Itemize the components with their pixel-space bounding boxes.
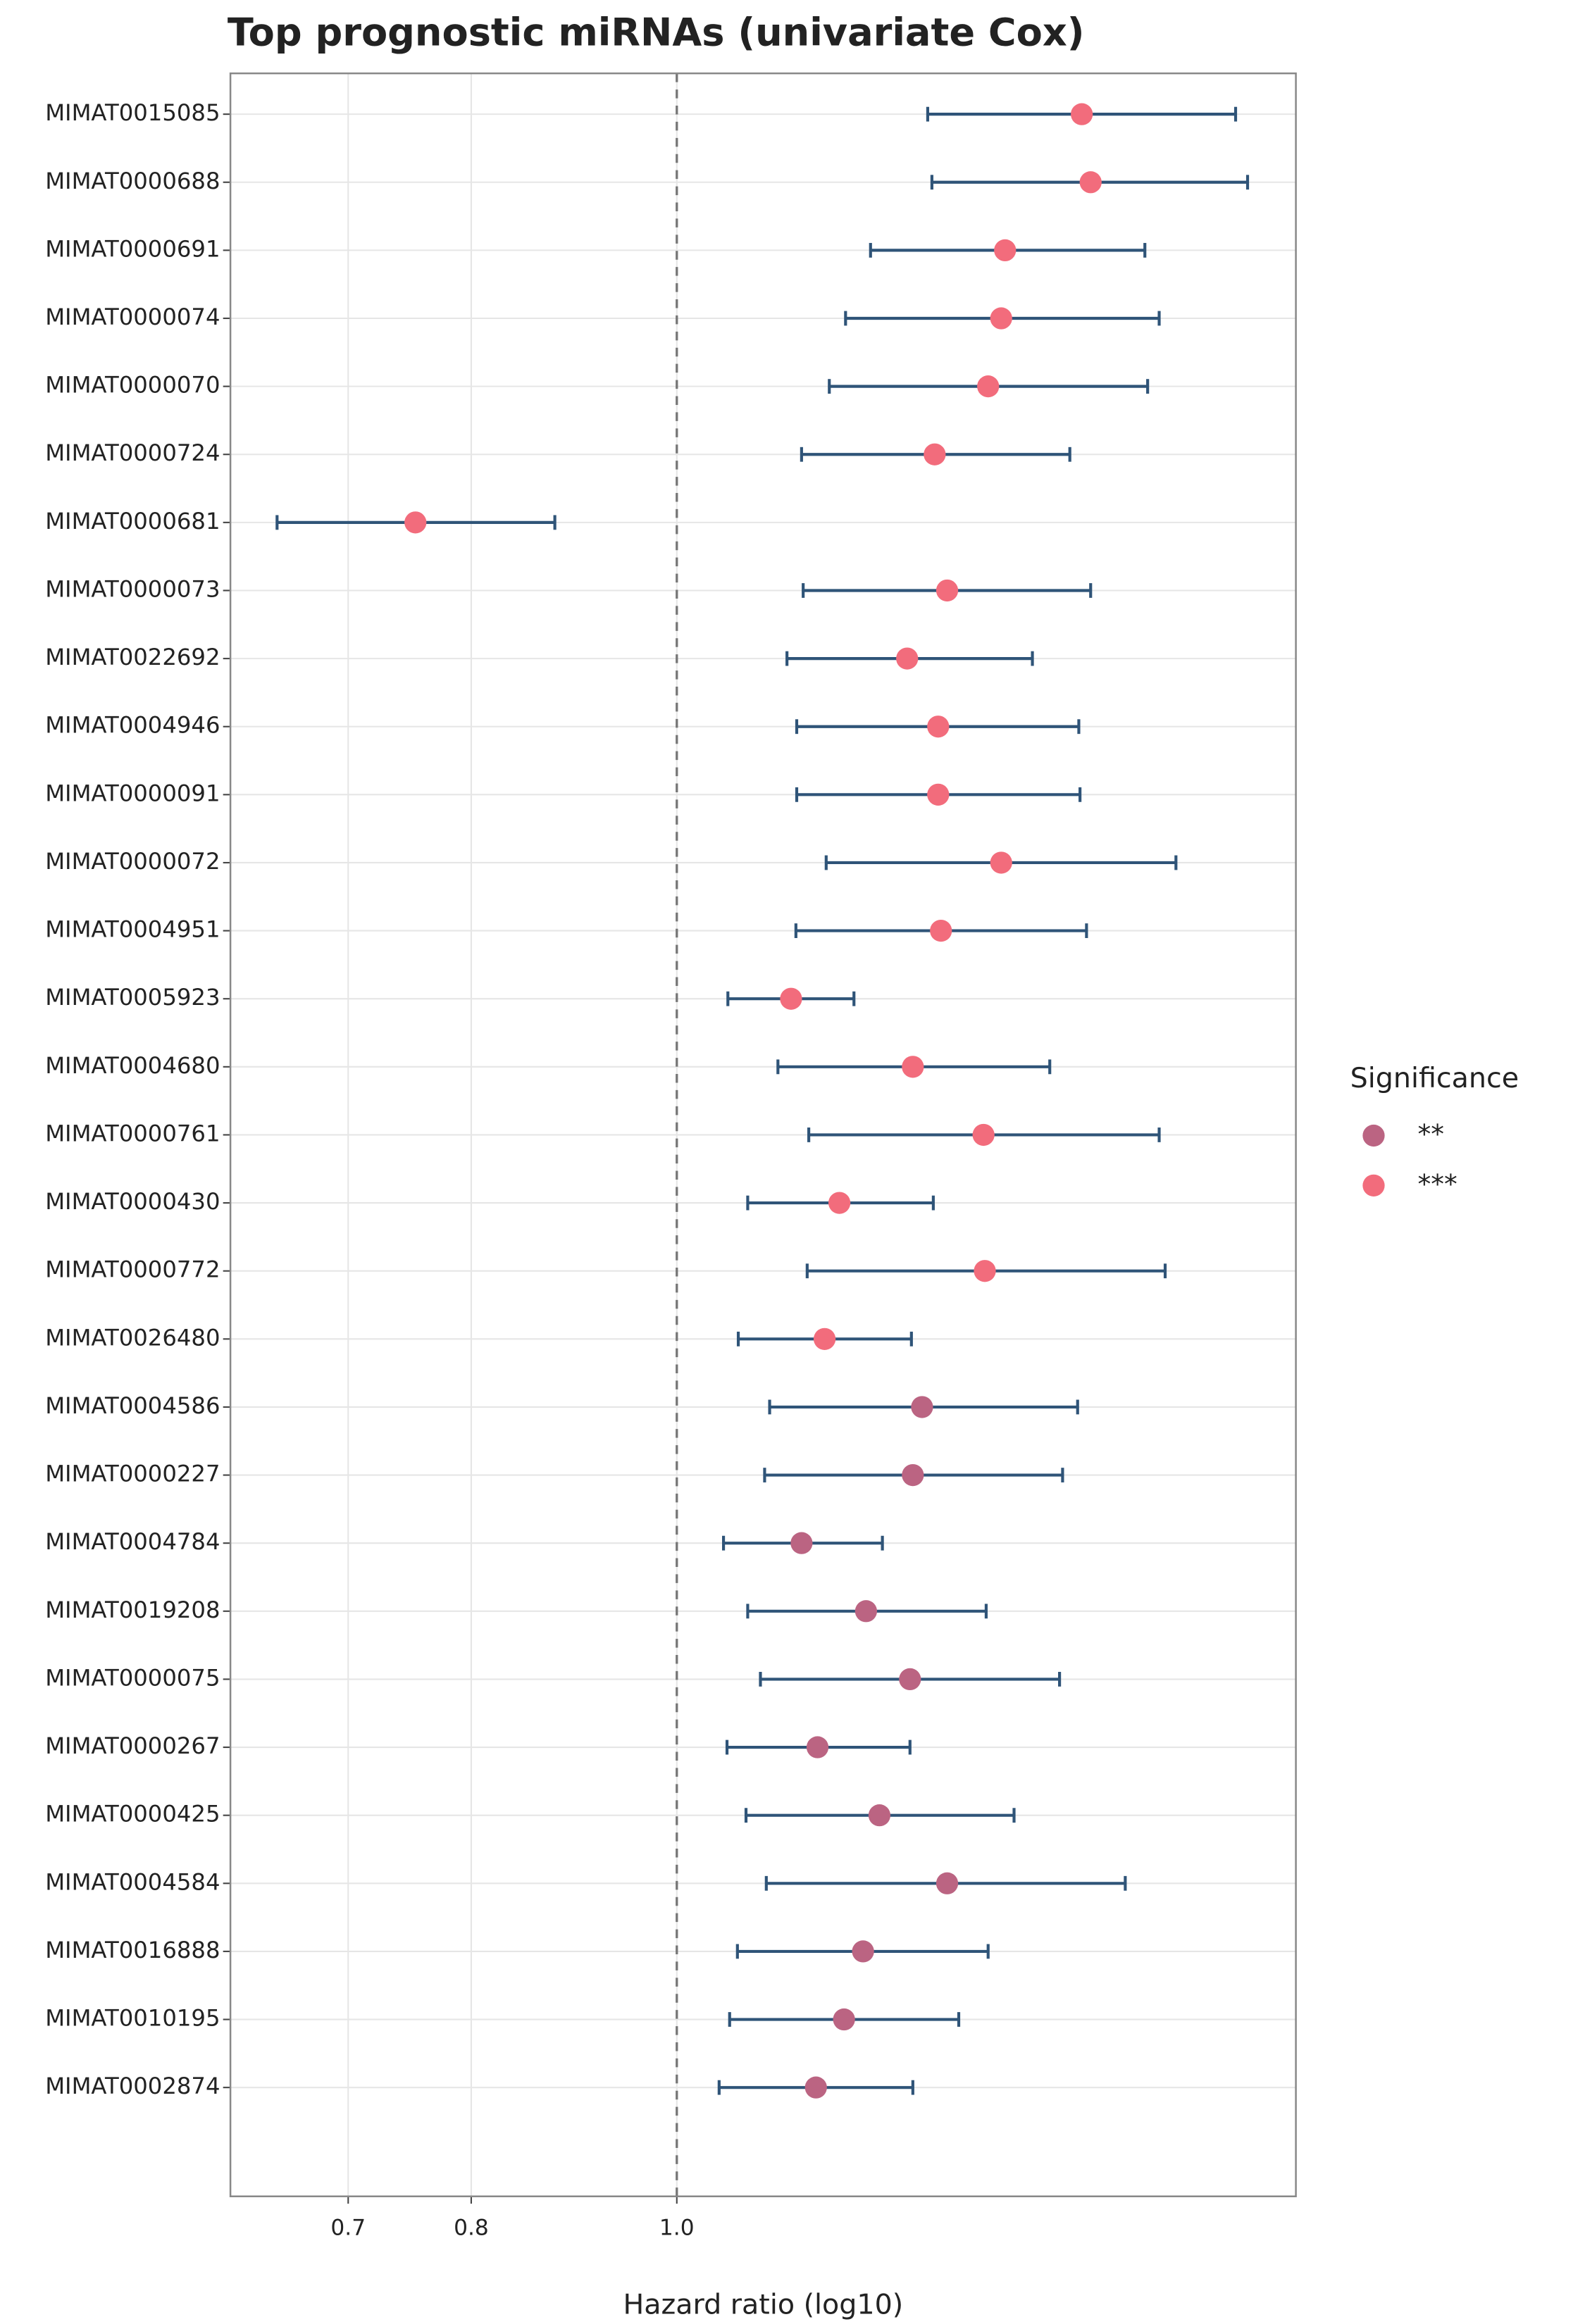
y-tick-label: MIMAT0000688 (45, 168, 220, 194)
y-tick-label: MIMAT0004680 (45, 1052, 220, 1079)
y-tick-label: MIMAT0000430 (45, 1188, 220, 1215)
point (977, 375, 1000, 398)
y-tick-label: MIMAT0000070 (45, 372, 220, 399)
point (404, 511, 427, 534)
y-tick-label: MIMAT0000425 (45, 1801, 220, 1828)
point (899, 1668, 921, 1691)
y-tick-label: MIMAT0016888 (45, 1937, 220, 1963)
y-tick-label: MIMAT0000772 (45, 1256, 220, 1283)
y-tick-label: MIMAT0000073 (45, 575, 220, 602)
point (902, 1056, 924, 1078)
point (902, 1463, 924, 1487)
point (790, 1532, 813, 1554)
point (833, 2008, 855, 2031)
point (972, 1123, 995, 1147)
y-tick-label: MIMAT0019208 (45, 1597, 220, 1623)
point (828, 1192, 851, 1214)
point (930, 919, 952, 942)
y-tick-label: MIMAT0010195 (45, 2005, 220, 2032)
x-tick-label: 1.0 (659, 2216, 695, 2241)
y-tick-label: MIMAT0004946 (45, 712, 220, 739)
y-tick-label: MIMAT0000724 (45, 439, 220, 466)
point (911, 1396, 933, 1418)
legend-title: Significance (1350, 1062, 1519, 1094)
point (1071, 103, 1093, 125)
y-tick-label: MIMAT0004584 (45, 1868, 220, 1895)
y-tick-label: MIMAT0000691 (45, 235, 220, 262)
point (854, 1600, 878, 1623)
legend-marker (1362, 1124, 1385, 1147)
y-tick-label: MIMAT0004784 (45, 1528, 220, 1555)
point (990, 851, 1012, 874)
x-tick-label: 0.7 (330, 2216, 366, 2241)
y-tick-label: MIMAT0000267 (45, 1732, 220, 1759)
y-tick-label: MIMAT0005923 (45, 984, 220, 1011)
point (936, 579, 959, 602)
x-axis-label: Hazard ratio (log10) (623, 2288, 903, 2320)
y-tick-label: MIMAT0000091 (45, 780, 220, 806)
y-tick-label: MIMAT0000075 (45, 1664, 220, 1691)
y-tick-label: MIMAT0004951 (45, 916, 220, 943)
point (927, 783, 950, 806)
chart-title: Top prognostic miRNAs (univariate Cox) (228, 11, 1085, 55)
y-tick-label: MIMAT0000681 (45, 508, 220, 535)
point (994, 239, 1017, 262)
y-tick-label: MIMAT0000072 (45, 848, 220, 875)
y-tick-label: MIMAT0000761 (45, 1120, 220, 1147)
y-tick-label: MIMAT0015085 (45, 99, 220, 126)
legend-marker (1362, 1174, 1385, 1197)
y-tick-label: MIMAT0022692 (45, 644, 220, 670)
legend-label: ** (1418, 1118, 1445, 1149)
point (936, 1872, 959, 1894)
point (868, 1804, 891, 1827)
y-tick-label: MIMAT0004586 (45, 1392, 220, 1419)
x-tick-label: 0.8 (454, 2216, 489, 2241)
point (990, 307, 1012, 330)
point (804, 2076, 827, 2099)
legend-label: *** (1418, 1168, 1457, 1199)
point (924, 443, 946, 466)
point (1079, 171, 1102, 194)
y-tick-label: MIMAT0000074 (45, 304, 220, 330)
y-tick-label: MIMAT0000227 (45, 1461, 220, 1487)
point (806, 1736, 829, 1758)
point (852, 1940, 874, 1963)
y-tick-label: MIMAT0002874 (45, 2073, 220, 2099)
point (927, 716, 950, 738)
point (974, 1260, 996, 1282)
plot-panel (229, 72, 1297, 2197)
point (780, 987, 802, 1010)
point (896, 647, 919, 670)
y-tick-label: MIMAT0026480 (45, 1324, 220, 1351)
point (813, 1327, 836, 1350)
